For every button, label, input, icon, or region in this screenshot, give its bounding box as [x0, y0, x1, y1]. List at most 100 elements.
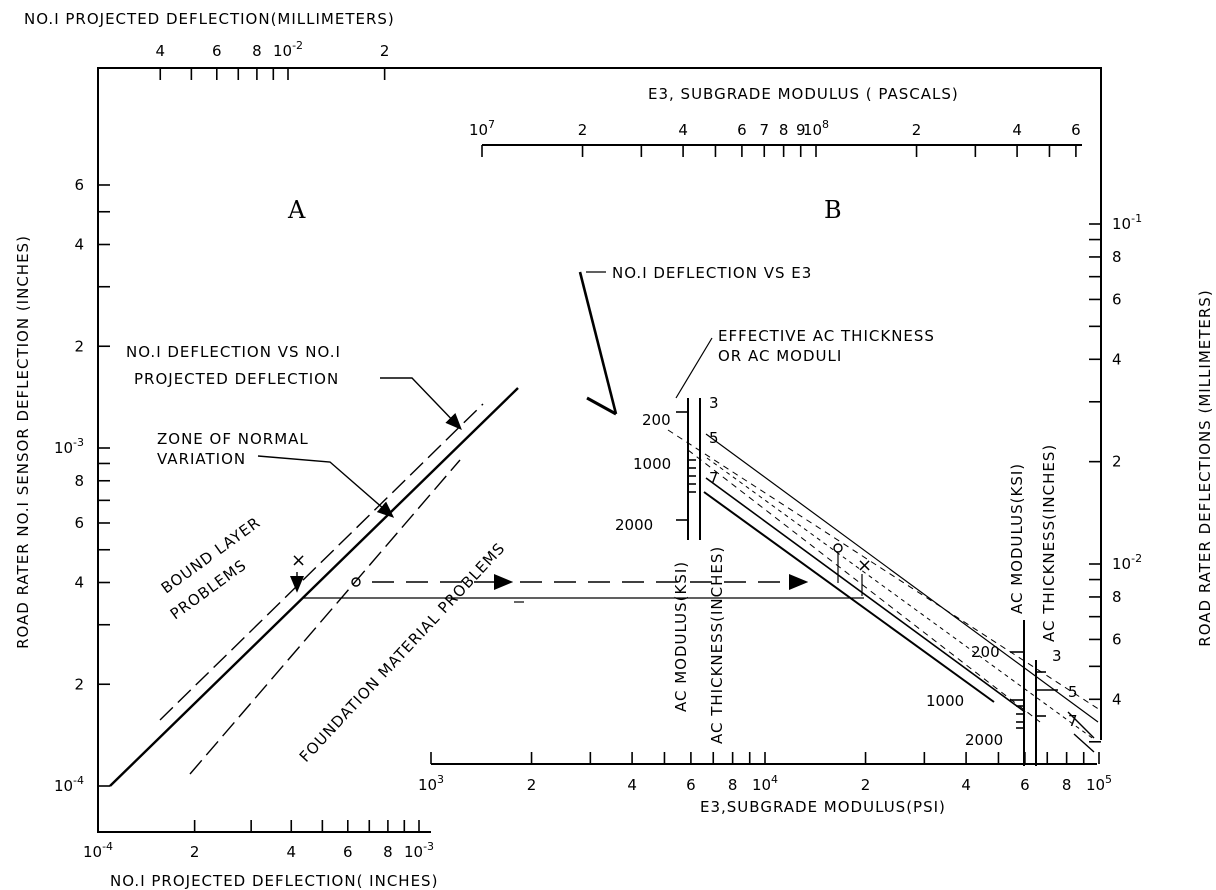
leader-arrow-deflection-line: [380, 377, 462, 431]
x-tick-label-pascals: 108: [803, 118, 829, 139]
x-tick-label-pascals: 7: [759, 121, 769, 139]
annotation-zone-of-normal: ZONE OF NORMAL: [157, 430, 309, 448]
x-tick-label-pascals: 2: [578, 121, 588, 139]
x-tick-label-top-a: 10-2: [273, 39, 303, 60]
x-tick-label-pascals: 4: [678, 121, 688, 139]
deflection-vs-projected-line: [109, 387, 519, 787]
y-tick-label-right: 6: [1112, 630, 1122, 648]
leader-arrow-zone: [257, 455, 395, 518]
x-tick-label-bottom-a: 8: [383, 843, 393, 861]
panel-a-label: A: [287, 196, 306, 224]
ac-line-dashed-mid: [687, 449, 1041, 723]
ac-line-dashed-top: [667, 429, 1101, 711]
y-tick-label-left: 8: [74, 472, 84, 490]
variation-band-lower: [189, 459, 461, 775]
x-tick-label-pascals: 2: [912, 121, 922, 139]
axis-ticks: 10-4 2 4 6 8 10-3 4 6 8 10-2 2 10-4 2 4 6 8 10-3 2 4 6 10-1 8…: [54, 39, 1142, 861]
y-tick-label-left: 10-4: [54, 774, 84, 795]
x-tick-label-psi: 6: [1020, 776, 1030, 794]
example-point-o-b: [833, 543, 843, 553]
x-tick-label-pascals: 107: [469, 118, 495, 139]
y-tick-label-left: 6: [74, 176, 84, 194]
ac-thickness-label-right: AC THICKNESS(INCHES): [1040, 444, 1058, 642]
y-tick-label-right: 8: [1112, 588, 1122, 606]
x-tick-label-top-a: 6: [212, 42, 222, 60]
x-tick-label-pascals: 8: [779, 121, 789, 139]
x-tick-label-bottom-a: 4: [286, 843, 296, 861]
ac-modulus-2000-left: 2000: [615, 516, 653, 534]
y-tick-label-left: 4: [74, 574, 84, 592]
y-tick-label-right: 4: [1112, 350, 1122, 368]
x-tick-label-pascals: 6: [1071, 121, 1081, 139]
x-tick-label-psi: 2: [861, 776, 871, 794]
y-tick-label-right: 8: [1112, 248, 1122, 266]
ac-thickness-7-right: 7: [1068, 712, 1078, 730]
ac-modulus-200-right: 200: [971, 643, 1000, 661]
y-tick-label-right: 10-2: [1112, 552, 1142, 573]
right-axis-title: ROAD RATER DEFLECTIONS (MILLIMETERS): [1196, 289, 1214, 646]
ac-line-thickness-7: [703, 491, 995, 703]
example-point-o-a: [351, 577, 361, 587]
x-tick-label-top-a: 8: [252, 42, 262, 60]
x-tick-label-pascals: 4: [1012, 121, 1022, 139]
deflection-vs-e3-leader: [578, 271, 618, 415]
x-tick-label-top-a: 2: [380, 42, 390, 60]
x-tick-label-psi: 6: [686, 776, 696, 794]
example-point-x-b: ×: [857, 555, 872, 576]
ac-thickness-3-left: 3: [709, 394, 719, 412]
x-tick-label-top-a: 4: [155, 42, 165, 60]
x-tick-label-bottom-a: 10-4: [83, 840, 113, 861]
x-tick-label-psi: 8: [1062, 776, 1072, 794]
x-tick-label-bottom-a: 6: [343, 843, 353, 861]
ac-modulus-label-left: AC MODULUS(KSI): [672, 561, 690, 712]
annotation-effective-ac: EFFECTIVE AC THICKNESS: [718, 327, 935, 345]
y-tick-label-left: 4: [74, 236, 84, 254]
variation-band-upper: [159, 403, 484, 721]
annotation-or-ac-moduli: OR AC MODULI: [718, 347, 842, 365]
ac-thickness-label-left: AC THICKNESS(INCHES): [708, 546, 726, 744]
y-tick-label-left: 6: [74, 514, 84, 532]
x-tick-label-pascals: 6: [737, 121, 747, 139]
ac-line-thickness-3: [705, 433, 1099, 723]
x-tick-label-psi: 103: [418, 773, 444, 794]
x-tick-label-psi: 4: [961, 776, 971, 794]
deflection-vs-e3-stub: [586, 396, 617, 416]
x-tick-label-psi: 105: [1086, 773, 1112, 794]
ac-thickness-7-left: 7: [709, 469, 719, 487]
ac-modulus-label-right: AC MODULUS(KSI): [1008, 463, 1026, 614]
x-tick-label-psi: 2: [527, 776, 537, 794]
y-tick-label-right: 2: [1112, 453, 1122, 471]
example-point-x-a: ×: [291, 550, 306, 571]
x-tick-label-psi: 8: [728, 776, 738, 794]
annotation-projected-deflection: PROJECTED DEFLECTION: [134, 370, 339, 388]
psi-axis-title: E3,SUBGRADE MODULUS(PSI): [700, 798, 946, 816]
ac-line-thickness-5: [705, 477, 1026, 713]
annotation-deflection-vs-e3: NO.I DEFLECTION VS E3: [612, 264, 812, 282]
y-tick-label-right: 6: [1112, 290, 1122, 308]
corner-line-1: [1067, 711, 1095, 739]
x-tick-label-psi: 104: [752, 773, 778, 794]
y-tick-label-left: 2: [74, 337, 84, 355]
annotation-variation: VARIATION: [157, 450, 246, 468]
corner-line-2: [1073, 733, 1095, 753]
top-axis-title: NO.I PROJECTED DEFLECTION(MILLIMETERS): [24, 10, 395, 28]
ac-modulus-1000-left: 1000: [633, 455, 671, 473]
x-tick-label-psi: 4: [627, 776, 637, 794]
x-tick-label-pascals: 9: [796, 121, 806, 139]
left-axis-title: ROAD RATER NO.I SENSOR DEFLECTION (INCHE…: [14, 235, 32, 649]
ac-thickness-5-left: 5: [709, 429, 719, 447]
y-tick-label-right: 10-1: [1112, 212, 1142, 233]
effective-ac-leader: [675, 337, 713, 399]
ac-modulus-1000-right: 1000: [926, 692, 964, 710]
panel-b-label: B: [824, 196, 842, 224]
ac-thickness-3-right: 3: [1052, 647, 1062, 665]
x-tick-label-bottom-a: 10-3: [404, 840, 434, 861]
y-tick-label-right: 4: [1112, 690, 1122, 708]
y-tick-label-left: 10-3: [54, 436, 84, 457]
annotation-deflection-vs-projected: NO.I DEFLECTION VS NO.I: [126, 343, 341, 361]
ac-modulus-200-left: 200: [642, 411, 671, 429]
bottom-axis-title: NO.I PROJECTED DEFLECTION( INCHES): [110, 872, 438, 890]
pascals-axis-title: E3, SUBGRADE MODULUS ( PASCALS): [648, 85, 959, 103]
ac-thickness-5-right: 5: [1068, 683, 1078, 701]
